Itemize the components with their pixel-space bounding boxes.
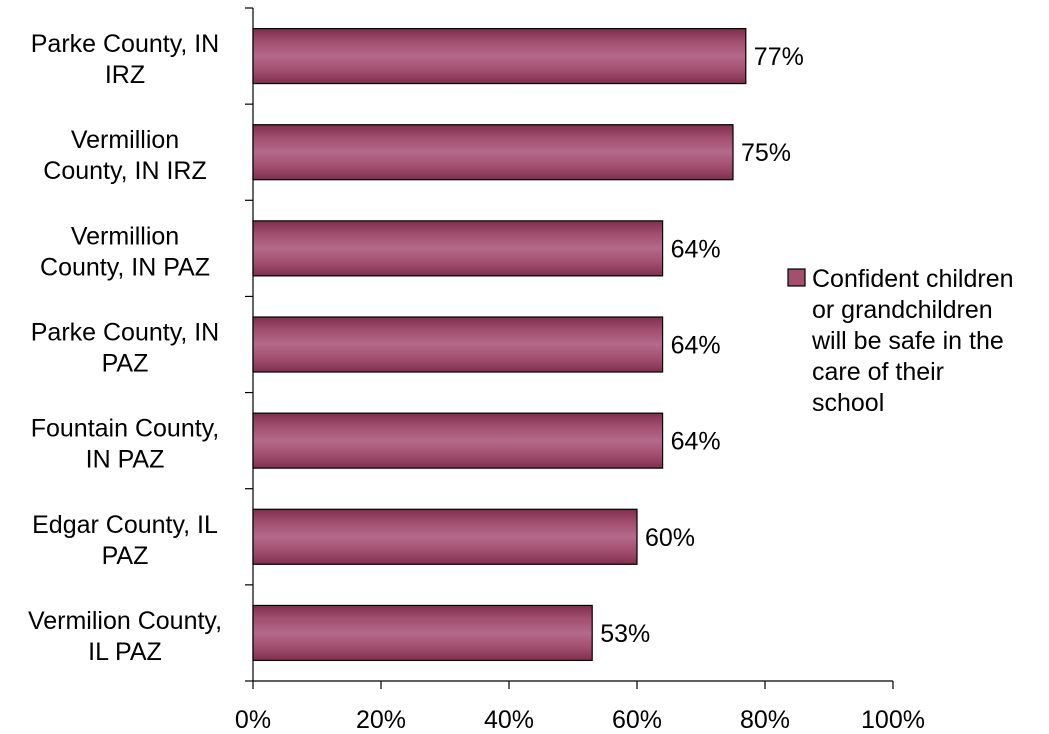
x-tick-label: 80% bbox=[740, 706, 790, 734]
bar bbox=[252, 124, 734, 181]
data-label: 77% bbox=[754, 43, 804, 71]
x-tick-label: 0% bbox=[235, 706, 271, 734]
bar bbox=[252, 604, 593, 662]
category-label: Vermillion County, IN IRZ bbox=[43, 126, 206, 185]
x-tick-label: 40% bbox=[484, 706, 534, 734]
bar bbox=[252, 412, 664, 469]
plot-area: 0% 20% 40% 60% 80% 100% 77% Parke County, IN IRZ… bbox=[28, 7, 925, 734]
bar bbox=[252, 220, 664, 277]
bar bbox=[252, 316, 664, 373]
category-label: Edgar County, IL PAZ bbox=[32, 511, 218, 570]
legend-swatch bbox=[787, 268, 806, 287]
data-label: 64% bbox=[671, 428, 721, 456]
data-label: 64% bbox=[671, 235, 721, 263]
legend-label: Confident children or grandchildren will b… bbox=[811, 265, 1014, 417]
category-label: Parke County, IN IRZ bbox=[31, 30, 220, 89]
data-label: 53% bbox=[600, 620, 650, 648]
data-label: 60% bbox=[645, 524, 695, 552]
legend: Confident children or grandchildren will b… bbox=[787, 265, 1014, 417]
data-label: 75% bbox=[741, 139, 791, 167]
category-label: Vermilion County, IL PAZ bbox=[28, 607, 222, 666]
bar bbox=[252, 27, 747, 85]
data-label: 64% bbox=[671, 332, 721, 360]
category-label: Fountain County, IN PAZ bbox=[31, 415, 220, 474]
category-label: Vermillion County, IN PAZ bbox=[40, 222, 210, 281]
x-tick-label: 100% bbox=[861, 706, 925, 734]
x-tick-label: 60% bbox=[612, 706, 662, 734]
category-label: Parke County, IN PAZ bbox=[31, 319, 220, 378]
bar bbox=[252, 508, 638, 565]
x-tick-label: 20% bbox=[356, 706, 406, 734]
